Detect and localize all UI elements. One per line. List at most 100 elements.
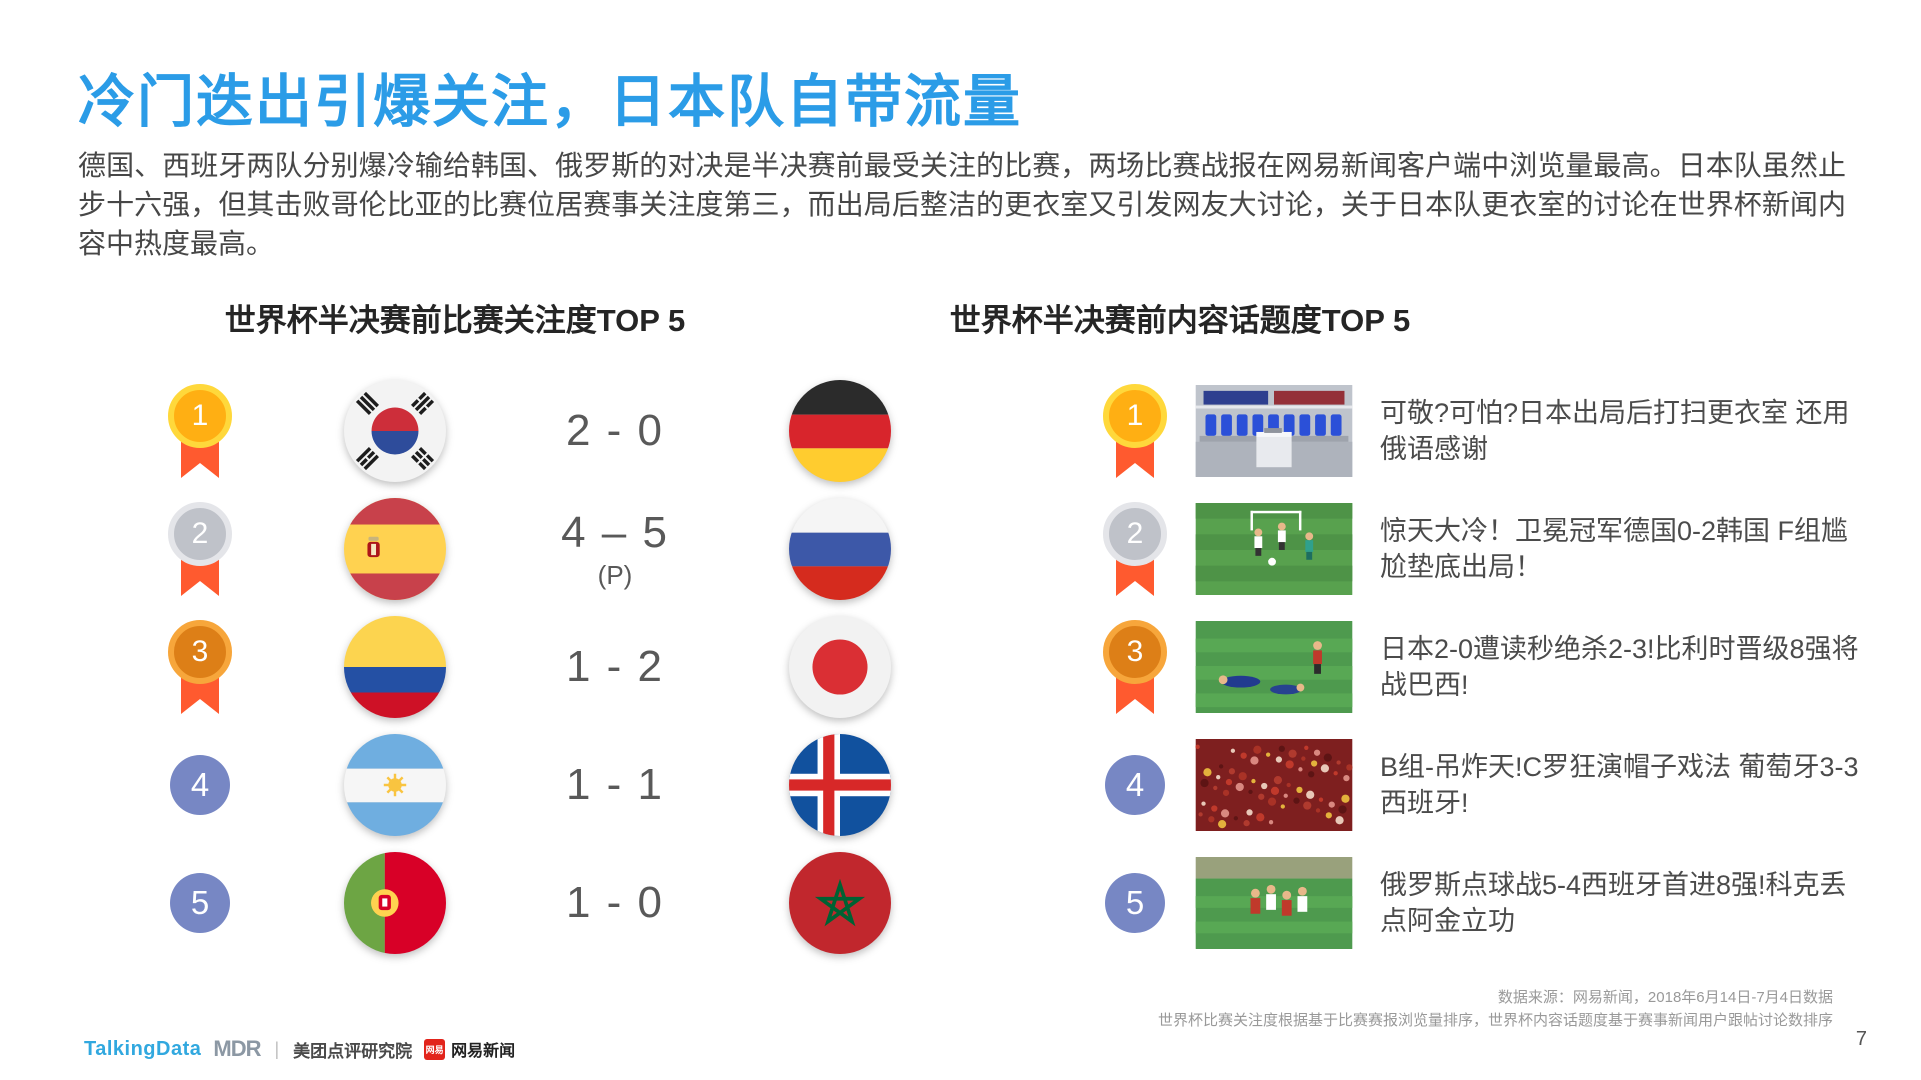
rank-cell: 4 [135,755,265,815]
score-note: (P) [597,559,633,590]
thumbnail-cell [1175,621,1380,713]
rank-cell: 2 [1095,502,1175,596]
away-flag-cell [705,498,975,600]
silver-medal-icon: 2 [1103,502,1167,596]
match-score: 4 – 5 (P) [525,508,705,591]
away-flag-cell [705,852,975,954]
intro-paragraph: 德国、西班牙两队分别爆冷输给韩国、俄罗斯的对决是半决赛前最受关注的比赛，两场比赛… [78,150,1846,259]
rank-cell: 5 [135,873,265,933]
topic-row: 4 B组-吊炸天!C罗狂演帽子戏法 葡萄牙3-3西班牙! [1095,726,1870,844]
away-flag-cell [705,380,975,482]
match-score: 2 - 0 [525,406,705,456]
colombia-flag-icon [344,616,446,718]
rank-cell: 4 [1095,755,1175,815]
talkingdata-logo: TalkingData [84,1037,202,1060]
rank-number: 3 [191,635,209,668]
spain-flag-icon [344,498,446,600]
page-title: 冷门迭出引爆关注，日本队自带流量 [78,70,1022,134]
home-flag-cell [265,380,525,482]
rank-number: 1 [191,399,209,432]
topic-row: 1 可敬?可怕?日本出局后打扫更衣室 还用俄语感谢 [1095,372,1870,490]
away-flag-cell [705,734,975,836]
rank-badge: 4 [1105,755,1165,815]
news-headline: 可敬?可怕?日本出局后打扫更衣室 还用俄语感谢 [1380,398,1850,464]
japan-flag-icon [789,616,891,718]
rank-cell: 2 [135,502,265,596]
argentina-flag-icon [344,734,446,836]
footer-logos: TalkingData MDR | 美团点评研究院 网易 网易新闻 [84,1036,515,1062]
left-panel-heading: 世界杯半决赛前比赛关注度TOP 5 [224,303,686,338]
netease-news-label: 网易新闻 [451,1043,516,1060]
match-row: 4 1 - 1 [135,726,975,844]
news-headline: B组-吊炸天!C罗狂演帽子戏法 葡萄牙3-3西班牙! [1380,752,1859,818]
match-score: 1 - 1 [525,760,705,810]
rank-badge: 4 [170,755,230,815]
rank-cell: 3 [1095,620,1175,714]
netease-badge-icon: 网易 [424,1038,446,1060]
score-value: 2 - 0 [565,406,665,455]
match-score: 1 - 0 [525,878,705,928]
gold-medal-icon: 1 [168,384,232,478]
medal-disc: 2 [168,502,232,566]
medal-disc: 1 [168,384,232,448]
news-thumbnail-crowd [1195,739,1353,831]
gold-medal-icon: 1 [1103,384,1167,478]
rank-badge: 5 [1105,873,1165,933]
silver-medal-icon: 2 [168,502,232,596]
data-source-note: 数据来源：网易新闻，2018年6月14日-7月4日数据 世界杯比赛关注度根据基于… [1158,986,1833,1032]
medal-disc: 2 [1103,502,1167,566]
match-row: 5 1 - 0 [135,844,975,962]
right-panel-heading: 世界杯半决赛前内容话题度TOP 5 [949,303,1411,338]
news-thumbnail-celebration [1195,857,1353,949]
home-flag-cell [265,498,525,600]
home-flag-cell [265,616,525,718]
portugal-flag-icon [344,852,446,954]
data-source-line2: 世界杯比赛关注度根据基于比赛赛报浏览量排序，世界杯内容话题度基于赛事新闻用户跟帖… [1157,1012,1833,1029]
rank-cell: 3 [135,620,265,714]
thumbnail-cell [1175,739,1380,831]
mdr-logo: MDR [213,1036,261,1061]
news-thumbnail-locker-room [1195,385,1353,477]
news-headline: 惊天大冷！卫冕冠军德国0-2韩国 F组尴尬垫底出局！ [1380,516,1849,582]
rank-number: 4 [190,766,210,803]
rank-number: 5 [190,884,210,921]
data-source-line1: 数据来源：网易新闻，2018年6月14日-7月4日数据 [1497,989,1833,1006]
score-value: 1 - 0 [565,878,665,927]
rank-number: 3 [1126,635,1144,668]
medal-disc: 3 [168,620,232,684]
bronze-medal-icon: 3 [168,620,232,714]
rank-cell: 5 [1095,873,1175,933]
rank-cell: 1 [135,384,265,478]
score-value: 1 - 1 [565,760,665,809]
bronze-medal-icon: 3 [1103,620,1167,714]
logo-divider: | [274,1038,280,1059]
match-row: 3 1 - 2 [135,608,975,726]
home-flag-cell [265,734,525,836]
germany-flag-icon [789,380,891,482]
rank-badge: 5 [170,873,230,933]
rank-cell: 1 [1095,384,1175,478]
score-value: 4 – 5 [561,507,669,557]
news-thumbnail-match-goal [1195,503,1353,595]
topic-row: 2 惊天大冷！卫冕冠军德国0-2韩国 F组尴尬垫底出局！ [1095,490,1870,608]
russia-flag-icon [789,498,891,600]
match-score: 1 - 2 [525,642,705,692]
news-headline: 俄罗斯点球战5-4西班牙首进8强!科克丢点阿金立功 [1380,870,1847,936]
topic-ranking-list: 1 可敬?可怕?日本出局后打扫更衣室 还用俄语感谢 2 惊天大冷！卫冕冠军德国0-… [1095,372,1870,962]
topic-row: 5 俄罗斯点球战5-4西班牙首进8强!科克丢点阿金立功 [1095,844,1870,962]
morocco-flag-icon [789,852,891,954]
rank-number: 5 [1125,884,1145,921]
match-row: 2 4 – 5 (P) [135,490,975,608]
iceland-flag-icon [789,734,891,836]
thumbnail-cell [1175,385,1380,477]
netease-logo: 网易 网易新闻 [424,1037,515,1061]
away-flag-cell [705,616,975,718]
rank-number: 4 [1125,766,1145,803]
medal-disc: 3 [1103,620,1167,684]
rank-number: 1 [1126,399,1144,432]
rank-number: 2 [191,517,209,550]
south-korea-flag-icon [344,380,446,482]
match-row: 1 2 - 0 [135,372,975,490]
thumbnail-cell [1175,857,1380,949]
